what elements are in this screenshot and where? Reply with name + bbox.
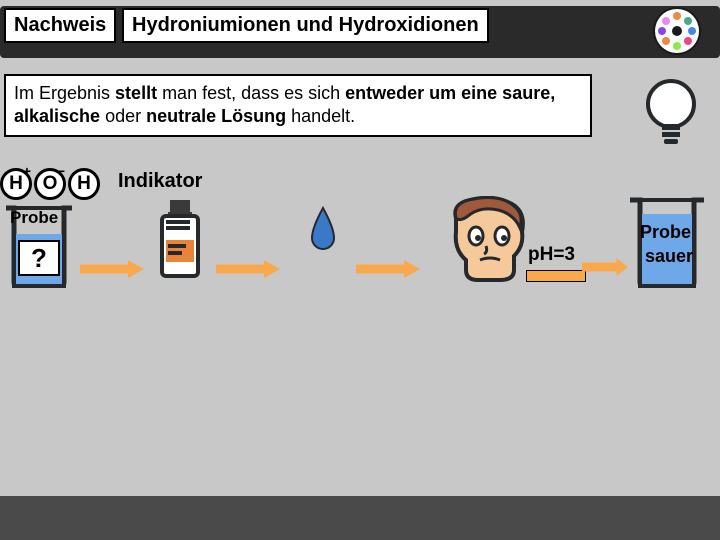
ion-symbol: O: [43, 173, 58, 195]
result-text: Im Ergebnis stellt man fest, dass es sic…: [4, 74, 592, 137]
lightbulb-icon: [642, 78, 700, 148]
ion-group: H + O − H: [0, 168, 100, 200]
drop-icon: [306, 206, 340, 252]
header-prefix: Nachweis: [4, 8, 116, 43]
ion-h-plus: H +: [0, 168, 32, 200]
arrow-icon: [216, 260, 280, 278]
ph-bar: [526, 270, 586, 282]
ion-charge: +: [23, 163, 31, 179]
probe-label: Probe: [10, 208, 58, 228]
ph-value: pH=3: [528, 244, 575, 266]
ion-h: H: [68, 168, 100, 200]
ion-o-minus: O −: [34, 168, 66, 200]
arrow-icon: [80, 260, 144, 278]
thinking-face-icon: [444, 196, 530, 284]
ion-symbol: H: [77, 173, 91, 195]
indicator-bottle-icon: [156, 198, 204, 280]
probe-question: ?: [18, 240, 60, 276]
footer-bar: [0, 496, 720, 540]
header-title: Hydroniumionen und Hydroxidionen: [122, 8, 489, 43]
arrow-icon: [582, 258, 628, 276]
ion-charge: −: [57, 163, 65, 179]
result-label: Probe: [640, 222, 691, 243]
ion-symbol: H: [9, 173, 23, 195]
arrow-icon: [356, 260, 420, 278]
result-state: sauer: [640, 246, 698, 267]
indikator-label: Indikator: [118, 170, 202, 193]
logo-icon: [652, 6, 702, 56]
